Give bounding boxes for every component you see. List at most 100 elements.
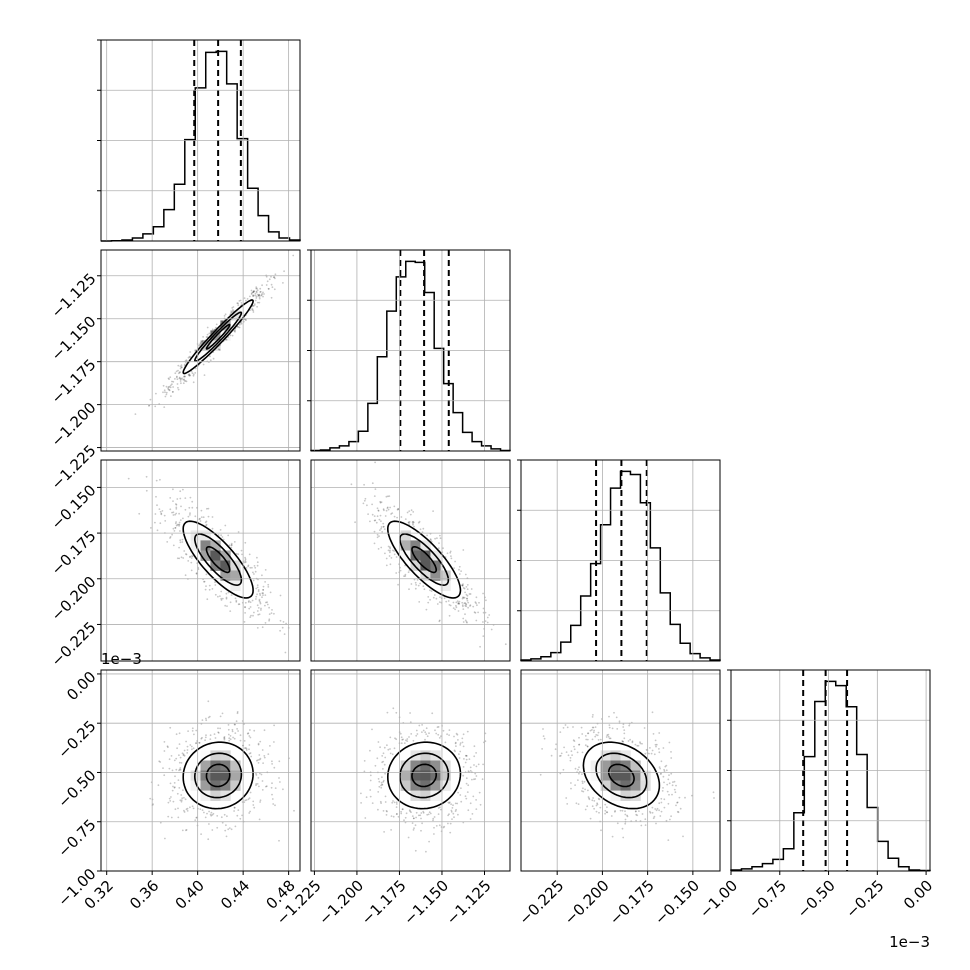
scatter-point bbox=[257, 743, 260, 746]
scatter-point bbox=[256, 564, 259, 567]
scatter-point bbox=[168, 388, 171, 391]
panel-grid bbox=[311, 670, 510, 871]
scatter-point bbox=[252, 291, 254, 294]
scatter-point bbox=[675, 784, 677, 787]
scatter-point bbox=[237, 553, 240, 556]
scatter-point bbox=[644, 818, 647, 821]
scatter-point bbox=[574, 767, 577, 770]
scatter-point bbox=[400, 810, 402, 813]
scatter-point bbox=[172, 511, 175, 514]
scatter-point bbox=[168, 767, 171, 770]
scatter-point bbox=[202, 516, 205, 519]
y-tick-label: −0.175 bbox=[48, 527, 100, 579]
scatter-point bbox=[584, 788, 586, 791]
scatter-point bbox=[163, 406, 166, 408]
scatter-point bbox=[167, 815, 170, 818]
y-tick-label: −1.175 bbox=[48, 355, 100, 407]
panel-grid bbox=[101, 670, 300, 871]
scatter-point bbox=[421, 822, 423, 825]
scatter-point bbox=[577, 768, 579, 771]
scatter-point bbox=[178, 557, 181, 560]
scatter-point bbox=[169, 508, 172, 511]
scatter-point bbox=[159, 522, 162, 525]
scatter-point bbox=[175, 757, 178, 760]
scatter-point bbox=[179, 367, 182, 370]
scatter-point bbox=[485, 599, 487, 602]
scatter-point bbox=[466, 755, 468, 757]
scatter-point bbox=[437, 547, 440, 550]
scatter-point bbox=[570, 787, 572, 790]
scatter-point bbox=[258, 613, 261, 616]
scatter-point bbox=[473, 764, 475, 766]
density-bin bbox=[610, 790, 621, 801]
y-tick-label: −1.125 bbox=[48, 270, 100, 322]
scatter-point bbox=[664, 765, 667, 768]
scatter-point bbox=[178, 376, 181, 379]
scatter-point bbox=[178, 525, 181, 527]
contour-1 bbox=[193, 533, 243, 587]
scatter-point bbox=[382, 768, 384, 770]
scatter-point bbox=[461, 584, 463, 587]
scatter-point bbox=[475, 775, 478, 777]
scatter-point bbox=[384, 515, 387, 517]
scatter-point bbox=[199, 342, 202, 344]
scatter-point bbox=[661, 790, 664, 792]
scatter-point bbox=[387, 545, 390, 548]
scatter-point bbox=[211, 328, 214, 331]
x-tick-label: 0.36 bbox=[126, 877, 162, 913]
scatter-point bbox=[252, 571, 254, 574]
scatter-point bbox=[183, 363, 186, 366]
scatter-point bbox=[184, 574, 187, 577]
scatter-point bbox=[586, 745, 589, 748]
scatter-point bbox=[488, 614, 491, 616]
scatter-point bbox=[408, 809, 411, 811]
scatter-point bbox=[591, 729, 593, 731]
scatter-point bbox=[168, 389, 171, 392]
scatter-point bbox=[593, 807, 595, 810]
scatter-point bbox=[656, 807, 659, 810]
scatter-point bbox=[179, 497, 182, 500]
density-bin bbox=[590, 770, 601, 781]
scatter-point bbox=[184, 508, 187, 511]
y-tick-label: −0.75 bbox=[54, 816, 99, 861]
scatter-point bbox=[465, 603, 467, 605]
scatter-point bbox=[175, 503, 177, 505]
scatter-point bbox=[417, 584, 420, 587]
density-bin bbox=[440, 770, 451, 781]
scatter-point bbox=[223, 737, 226, 739]
scatter-point bbox=[386, 506, 389, 509]
scatter-point bbox=[668, 782, 671, 785]
scatter-point bbox=[592, 726, 595, 729]
scatter-point bbox=[385, 509, 388, 512]
scatter-point bbox=[586, 738, 589, 741]
scatter-point bbox=[179, 490, 182, 493]
scatter-point bbox=[410, 811, 412, 814]
scatter-point bbox=[670, 757, 673, 759]
scatter-point bbox=[462, 605, 464, 608]
scatter-point bbox=[373, 530, 376, 533]
scatter-point bbox=[454, 608, 456, 611]
scatter-point bbox=[180, 762, 183, 764]
scatter-point bbox=[179, 541, 182, 544]
scatter-point bbox=[377, 791, 380, 793]
scatter-point bbox=[211, 527, 214, 530]
scatter-point bbox=[428, 732, 430, 735]
scatter-point bbox=[467, 601, 470, 604]
scatter-point bbox=[386, 744, 388, 747]
scatter-point bbox=[285, 622, 287, 625]
scatter-point bbox=[154, 521, 156, 524]
scatter-point bbox=[373, 519, 376, 522]
scatter-point bbox=[442, 729, 445, 732]
density-bin bbox=[630, 780, 641, 791]
scatter-point bbox=[583, 780, 586, 783]
scatter-point bbox=[465, 797, 468, 800]
scatter-point bbox=[596, 734, 599, 737]
scatter-point bbox=[594, 735, 597, 738]
scatter-point bbox=[360, 802, 362, 804]
density-bin bbox=[200, 790, 211, 801]
scatter-point bbox=[378, 535, 380, 537]
scatter-point bbox=[238, 300, 241, 302]
scatter-point bbox=[258, 758, 261, 761]
scatter-point bbox=[629, 738, 631, 741]
scatter-point bbox=[606, 734, 609, 737]
